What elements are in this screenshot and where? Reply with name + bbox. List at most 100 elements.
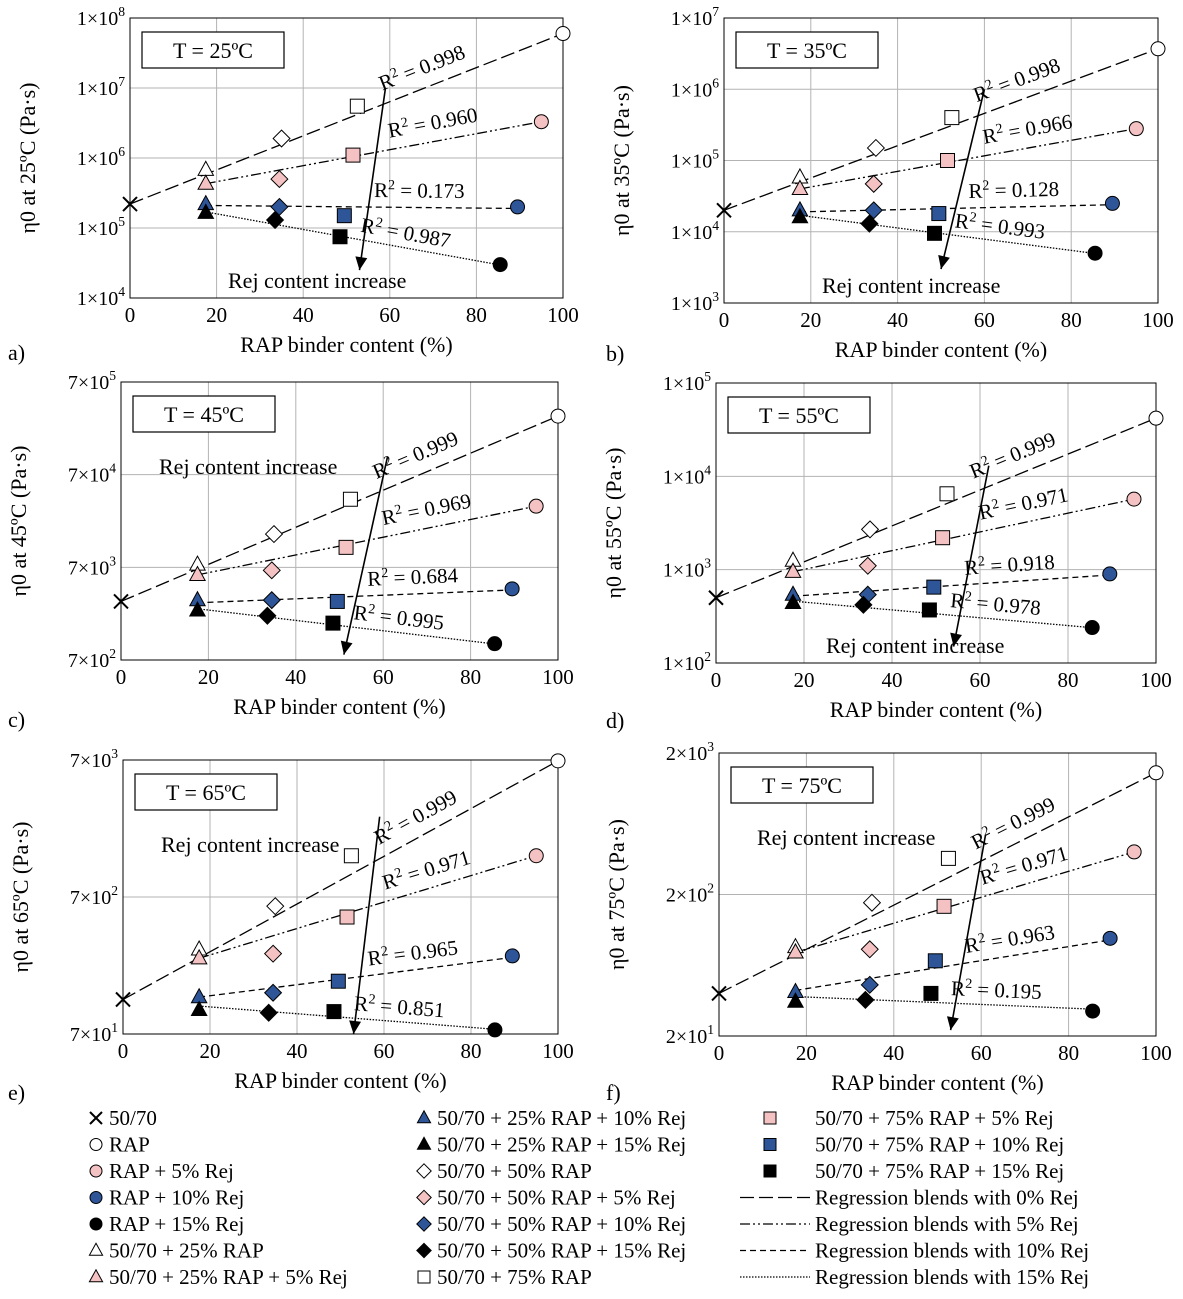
regression-line-reg5 — [198, 855, 537, 959]
panel-label: c) — [8, 707, 25, 732]
legend-label: 50/70 + 75% RAP + 15% Rej — [815, 1159, 1064, 1183]
temperature-label: T = 45ºC — [164, 402, 244, 427]
marker-rap10 — [1102, 930, 1118, 946]
marker-b75_10 — [926, 579, 942, 595]
y-tick-label: 1×107 — [671, 4, 719, 30]
marker-b75_10 — [329, 593, 345, 609]
marker-b25_5 — [190, 948, 208, 965]
legend-marker-b50_15 — [416, 1242, 432, 1259]
r2-label: R2 = 0.998 — [375, 40, 468, 96]
legend-label: 50/70 + 75% RAP — [437, 1265, 592, 1289]
marker-b75_5 — [940, 153, 956, 168]
y-tick-label: 7×104 — [68, 461, 116, 487]
marker-b75_5 — [339, 909, 355, 925]
marker-b50_15 — [856, 990, 875, 1009]
marker-plain — [716, 202, 732, 219]
marker-b50_10 — [263, 983, 283, 1002]
regression-line-reg10 — [799, 204, 1115, 213]
y-axis-label: η0 at 65ºC (Pa·s) — [8, 822, 33, 973]
marker-plain — [113, 593, 129, 610]
chart-panel-b: 0 20 40 60 80 100 1×103 1×104 1×105 1×106 1×107 RAP… — [606, 4, 1174, 366]
temperature-box: T = 65ºC — [134, 773, 278, 811]
x-tick-label: 20 — [800, 308, 821, 332]
temperature-label: T = 35ºC — [767, 38, 847, 63]
rej-arrow-shaft — [952, 465, 990, 647]
x-tick-label: 100 — [542, 1039, 574, 1063]
legend-item-b25: 50/70 + 25% RAP — [88, 1239, 264, 1263]
marker-b50_15 — [265, 210, 285, 230]
y-axis-label: η0 at 45ºC (Pa·s) — [6, 446, 31, 597]
legend-label: RAP + 15% Rej — [109, 1212, 244, 1236]
legend-item-reg10: Regression blends with 10% Rej — [740, 1239, 1089, 1263]
x-tick-label: 100 — [1140, 1041, 1172, 1065]
marker-b75 — [944, 110, 960, 126]
temperature-box-frame — [727, 396, 871, 434]
legend-item-b50: 50/70 + 50% RAP — [416, 1159, 592, 1183]
legend-item-b25_15: 50/70 + 25% RAP + 15% Rej — [416, 1133, 686, 1157]
y-tick-label: 1×103 — [671, 289, 719, 315]
marker-plain — [122, 196, 138, 212]
plot-frame — [129, 17, 564, 299]
legend-marker-plain — [89, 1111, 103, 1125]
regression-line-reg15 — [799, 214, 1093, 254]
legend-item-rap10: RAP + 10% Rej — [89, 1186, 244, 1210]
legend-label: 50/70 + 25% RAP + 15% Rej — [437, 1133, 686, 1157]
chart-panel-c: 0 20 40 60 80 100 7×102 7×103 7×104 7×105 RAP bind… — [6, 368, 574, 732]
legend-marker-b25_15 — [416, 1136, 432, 1150]
temperature-box: T = 55ºC — [727, 396, 871, 434]
x-tick-label: 100 — [542, 665, 574, 689]
rej-annotation: Rej content increase — [822, 273, 1000, 298]
regression-line-reg15 — [197, 608, 493, 645]
regression-line-reg10 — [197, 589, 515, 604]
legend-label: 50/70 — [109, 1106, 157, 1130]
x-tick-label: 60 — [974, 308, 995, 332]
legend-label: RAP + 5% Rej — [109, 1159, 234, 1183]
legend-label: Regression blends with 10% Rej — [815, 1239, 1089, 1263]
rej-annotation: Rej content increase — [228, 268, 406, 293]
marker-rap — [1148, 765, 1164, 781]
r2-label: R2 = 0.969 — [380, 489, 474, 531]
marker-b25_5 — [786, 942, 805, 959]
legend-label: 50/70 + 75% RAP + 5% Rej — [815, 1106, 1054, 1130]
x-tick-label: 40 — [293, 303, 314, 327]
temperature-box: T = 45ºC — [132, 395, 276, 433]
marker-b50_15 — [854, 595, 873, 614]
marker-b25_15 — [784, 593, 802, 610]
y-tick-label: 7×102 — [70, 883, 118, 909]
marker-b75_15 — [326, 1004, 342, 1020]
x-tick-label: 60 — [379, 303, 400, 327]
marker-b25_5 — [188, 565, 207, 582]
chart-panel-e: 0 20 40 60 80 100 7×101 7×102 7×103 RAP binder co… — [8, 746, 574, 1105]
legend-label: RAP — [109, 1133, 150, 1157]
x-tick-label: 0 — [711, 668, 722, 692]
temperature-label: T = 55ºC — [759, 403, 839, 428]
temperature-label: T = 75ºC — [762, 773, 842, 798]
legend-item-b50_10: 50/70 + 50% RAP + 10% Rej — [416, 1212, 686, 1236]
legend-item-b75_5: 50/70 + 75% RAP + 5% Rej — [763, 1106, 1054, 1130]
marker-b50_5 — [858, 556, 877, 575]
chart-panel-d: 0 20 40 60 80 100 1×102 1×103 1×104 1×105 RAP bind… — [601, 369, 1172, 733]
y-tick-label: 2×101 — [666, 1022, 714, 1048]
marker-b50 — [266, 897, 285, 916]
legend-marker-b75_5 — [763, 1111, 777, 1125]
legend-marker-b25 — [88, 1242, 104, 1256]
marker-rap15 — [1087, 245, 1103, 261]
marker-b75_10 — [927, 953, 943, 969]
r2-label: R2 = 0.684 — [367, 563, 459, 591]
legend-marker-b25_5 — [88, 1268, 104, 1283]
marker-b75_5 — [345, 147, 361, 163]
marker-b75 — [349, 98, 365, 114]
plot-frame — [715, 382, 1157, 664]
legend-marker-b25_10 — [416, 1109, 432, 1124]
x-tick-label: 20 — [200, 1039, 221, 1063]
marker-b75_10 — [330, 973, 346, 989]
y-tick-label: 1×103 — [663, 556, 711, 582]
y-tick-label: 1×104 — [663, 462, 711, 488]
marker-b75_15 — [923, 985, 939, 1001]
panel-label: b) — [606, 341, 624, 366]
y-tick-label: 1×105 — [663, 369, 711, 395]
x-axis-label: RAP binder content (%) — [831, 1070, 1043, 1095]
legend-marker-b75_10 — [763, 1138, 777, 1151]
x-axis-label: RAP binder content (%) — [835, 337, 1047, 362]
regression-line-reg0 — [723, 48, 1159, 211]
